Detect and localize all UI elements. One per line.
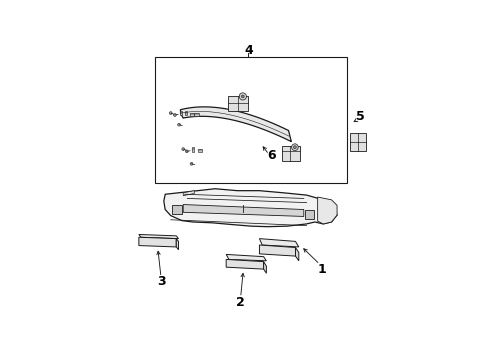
- Circle shape: [294, 146, 296, 149]
- Text: 6: 6: [268, 149, 276, 162]
- Bar: [192, 147, 194, 152]
- Text: 4: 4: [244, 44, 253, 57]
- Bar: [227, 96, 248, 111]
- Circle shape: [185, 150, 188, 153]
- Polygon shape: [176, 239, 178, 250]
- Polygon shape: [295, 247, 299, 261]
- Polygon shape: [259, 239, 299, 247]
- Circle shape: [242, 95, 244, 98]
- Polygon shape: [183, 191, 195, 195]
- Polygon shape: [183, 204, 304, 216]
- Text: 1: 1: [318, 262, 326, 276]
- Polygon shape: [164, 189, 337, 227]
- Bar: [185, 111, 187, 116]
- Text: 3: 3: [157, 275, 165, 288]
- Circle shape: [178, 123, 180, 126]
- Bar: [282, 146, 300, 161]
- Polygon shape: [180, 107, 292, 141]
- Text: 5: 5: [356, 110, 365, 123]
- Polygon shape: [259, 245, 295, 256]
- Circle shape: [173, 114, 176, 116]
- Bar: [349, 133, 366, 151]
- Circle shape: [170, 112, 172, 114]
- Bar: [190, 113, 194, 116]
- Bar: [197, 149, 202, 152]
- Polygon shape: [318, 197, 337, 224]
- Bar: [172, 204, 182, 214]
- Polygon shape: [226, 255, 267, 261]
- Bar: [180, 111, 182, 116]
- Circle shape: [190, 162, 193, 165]
- Polygon shape: [226, 260, 264, 269]
- Circle shape: [182, 148, 185, 150]
- Polygon shape: [139, 234, 178, 239]
- Polygon shape: [264, 262, 267, 273]
- Text: 2: 2: [236, 296, 245, 309]
- Circle shape: [239, 93, 246, 100]
- Bar: [195, 113, 198, 116]
- Polygon shape: [139, 237, 176, 247]
- Bar: [155, 57, 347, 183]
- Bar: [305, 210, 314, 219]
- Circle shape: [292, 144, 298, 150]
